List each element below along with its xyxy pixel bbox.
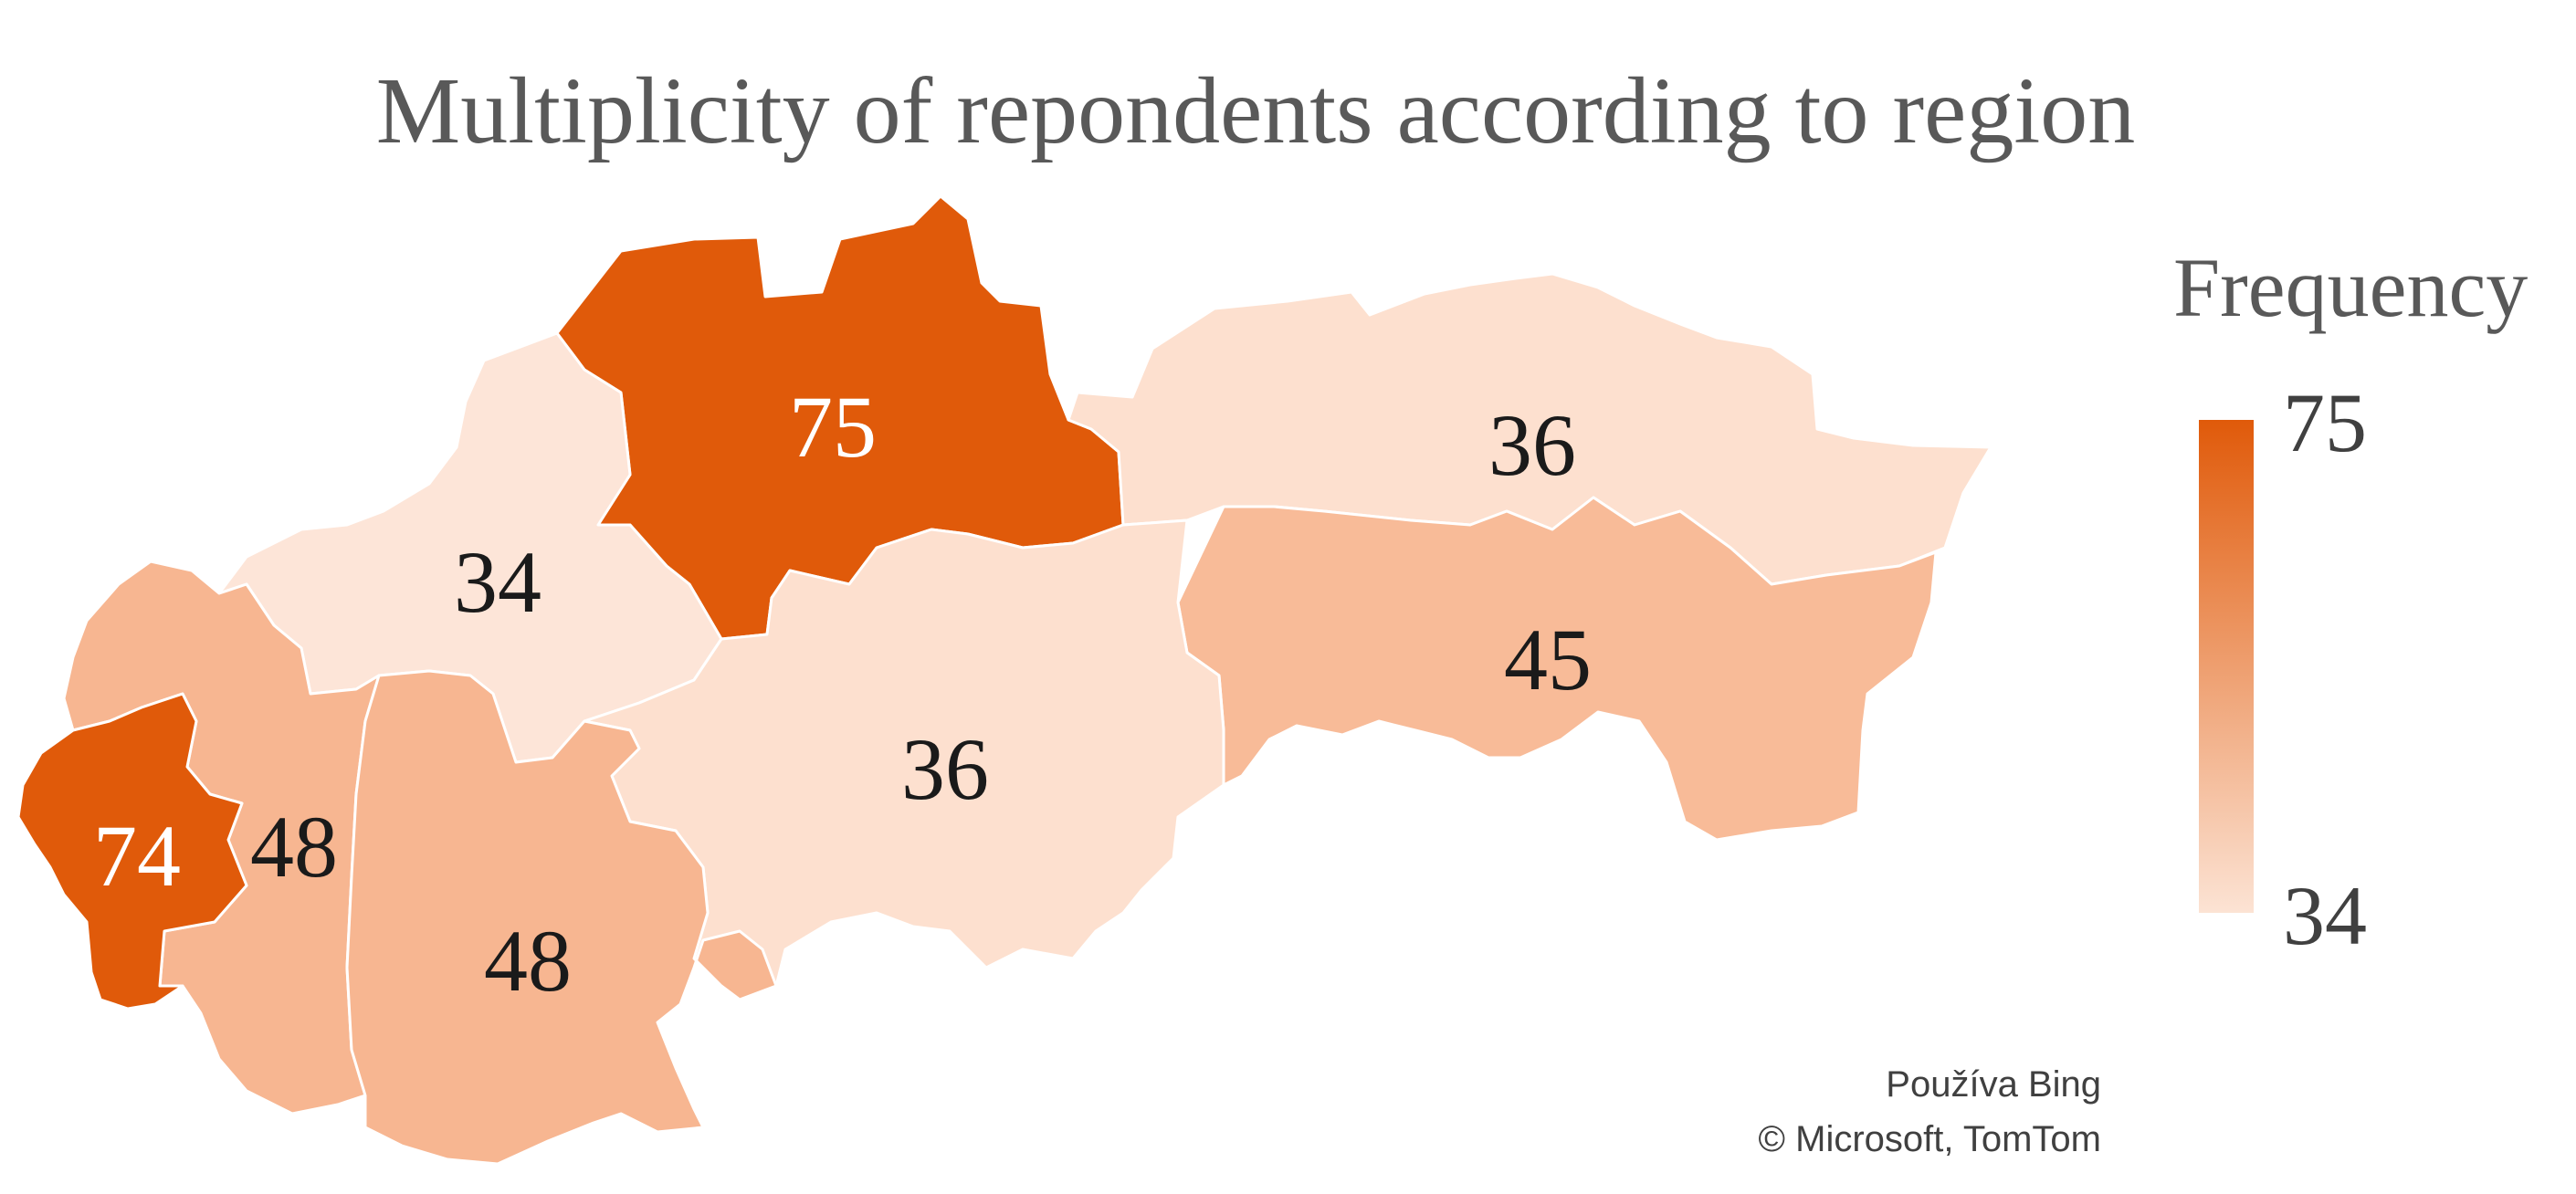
map-title: Multiplicity of repondents according to … xyxy=(375,58,2136,163)
region-label-banska-bystrica: 36 xyxy=(901,720,989,818)
region-label-zilina: 75 xyxy=(789,378,877,476)
region-nitra[interactable] xyxy=(345,669,778,1166)
legend-gradient-bar xyxy=(2199,420,2254,913)
attribution-bing: Používa Bing xyxy=(1886,1064,2101,1105)
region-label-kosice: 45 xyxy=(1504,611,1592,708)
region-kosice[interactable] xyxy=(1176,496,1938,842)
region-label-trencin: 34 xyxy=(454,533,541,631)
legend-title: Frequency xyxy=(2173,241,2529,334)
region-bratislava[interactable] xyxy=(16,692,248,1011)
region-label-trnava: 48 xyxy=(250,798,338,896)
region-label-bratislava: 74 xyxy=(93,807,181,905)
region-label-nitra: 48 xyxy=(484,912,572,1010)
attribution-copyright: © Microsoft, TomTom xyxy=(1758,1119,2101,1159)
legend-min-label: 34 xyxy=(2283,869,2367,962)
legend-max-label: 75 xyxy=(2283,376,2367,469)
region-label-presov: 36 xyxy=(1488,396,1576,494)
